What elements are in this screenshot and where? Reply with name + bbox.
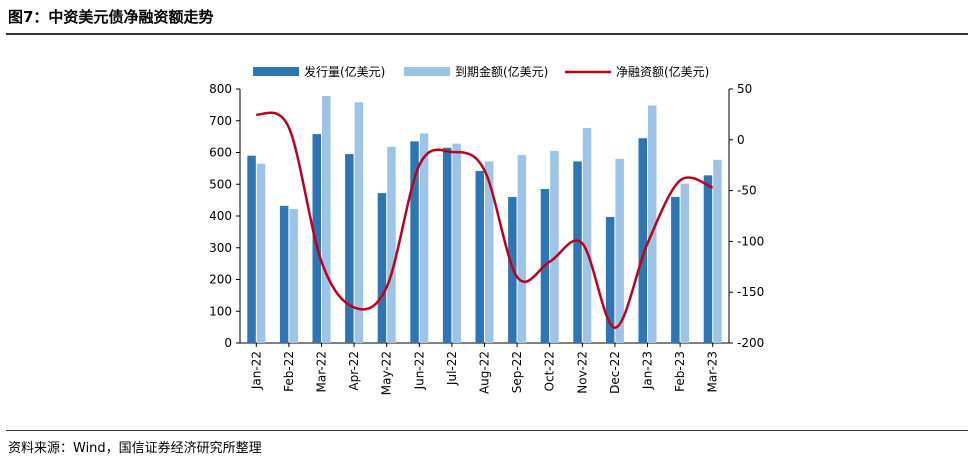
- bar-maturity: [680, 183, 690, 343]
- right-tick-label: -50: [737, 184, 757, 198]
- bar-issuance: [442, 147, 452, 343]
- legend-swatch-maturity: [404, 67, 450, 76]
- x-tick-label: Jul-22: [445, 351, 459, 386]
- legend-label-issuance: 发行量(亿美元): [304, 64, 385, 79]
- x-tick-label: Jun-22: [412, 351, 426, 390]
- bar-maturity: [289, 209, 298, 343]
- x-tick-label: Aug-22: [478, 351, 492, 394]
- bar-maturity: [582, 128, 592, 343]
- left-tick-label: 300: [209, 241, 232, 255]
- bar-issuance: [605, 216, 615, 343]
- net-financing-line: [255, 111, 714, 330]
- bar-issuance: [377, 193, 387, 343]
- x-tick-label: Oct-22: [543, 351, 557, 391]
- x-tick-label: May-22: [380, 351, 394, 395]
- bar-maturity: [485, 161, 494, 343]
- x-tick-label: Feb-22: [282, 351, 296, 392]
- x-axis-labels: Jan-22 Feb-22 Mar-22 Apr-22 May-22 Jun-22 Jul-…: [249, 343, 720, 395]
- bar-maturity: [615, 158, 624, 343]
- x-tick-label: Jan-22: [249, 351, 263, 390]
- bar-issuance: [410, 141, 419, 343]
- bar-issuance: [638, 138, 647, 343]
- right-tick-label: -200: [737, 336, 764, 350]
- bar-issuance: [671, 196, 680, 343]
- figure-title: 图7：中资美元债净融资额走势: [8, 8, 214, 26]
- x-tick-label: Mar-23: [706, 351, 720, 392]
- x-tick-label: Sep-22: [510, 351, 524, 393]
- legend-swatch-issuance: [253, 67, 299, 76]
- x-tick-label: Jan-23: [641, 351, 655, 390]
- title-rule: [6, 33, 968, 35]
- right-axis-ticks: -200 -150 -100 -50 0 50: [729, 82, 764, 350]
- bar-issuance: [345, 154, 354, 343]
- bars: [247, 95, 722, 344]
- footer-rule: [6, 430, 968, 431]
- legend: 发行量(亿美元) 到期金额(亿美元) 净融资额(亿美元): [253, 64, 709, 79]
- left-tick-label: 800: [209, 82, 232, 96]
- left-tick-label: 700: [209, 114, 232, 128]
- legend-label-maturity: 到期金额(亿美元): [455, 64, 548, 79]
- bar-issuance: [703, 175, 713, 343]
- left-tick-label: 200: [209, 273, 232, 287]
- left-tick-label: 500: [209, 177, 232, 191]
- source-note: 资料来源：Wind，国信证券经济研究所整理: [8, 441, 262, 456]
- x-tick-label: Mar-22: [315, 351, 329, 392]
- left-tick-label: 600: [209, 146, 232, 160]
- legend-label-net: 净融资额(亿美元): [616, 64, 709, 79]
- bar-maturity: [419, 133, 429, 343]
- right-tick-label: -150: [737, 285, 764, 299]
- bar-issuance: [573, 161, 582, 343]
- left-tick-label: 100: [209, 304, 232, 318]
- bar-maturity: [517, 155, 527, 343]
- bar-issuance: [312, 134, 321, 343]
- left-tick-label: 400: [209, 209, 232, 223]
- x-tick-label: Nov-22: [575, 351, 589, 394]
- bar-maturity: [322, 95, 331, 343]
- x-tick-label: Dec-22: [608, 351, 622, 394]
- bar-maturity: [713, 159, 722, 343]
- bar-maturity: [648, 105, 657, 343]
- bar-issuance: [247, 155, 256, 343]
- chart: 发行量(亿美元) 到期金额(亿美元) 净融资额(亿美元) 0 100 200 300 4…: [209, 64, 764, 395]
- right-tick-label: 0: [737, 133, 745, 147]
- bar-maturity: [256, 163, 266, 343]
- right-tick-label: 50: [737, 82, 752, 96]
- bar-issuance: [475, 170, 484, 343]
- bar-maturity: [387, 146, 396, 343]
- x-tick-label: Feb-23: [673, 351, 687, 392]
- bar-maturity: [550, 150, 559, 343]
- bar-issuance: [279, 205, 289, 343]
- left-axis-ticks: 0 100 200 300 400 500 600 700 800: [209, 82, 240, 350]
- bar-maturity: [452, 143, 461, 343]
- bar-maturity: [354, 102, 364, 344]
- left-tick-label: 0: [224, 336, 232, 350]
- x-tick-label: Apr-22: [347, 351, 361, 391]
- right-tick-label: -100: [737, 234, 764, 248]
